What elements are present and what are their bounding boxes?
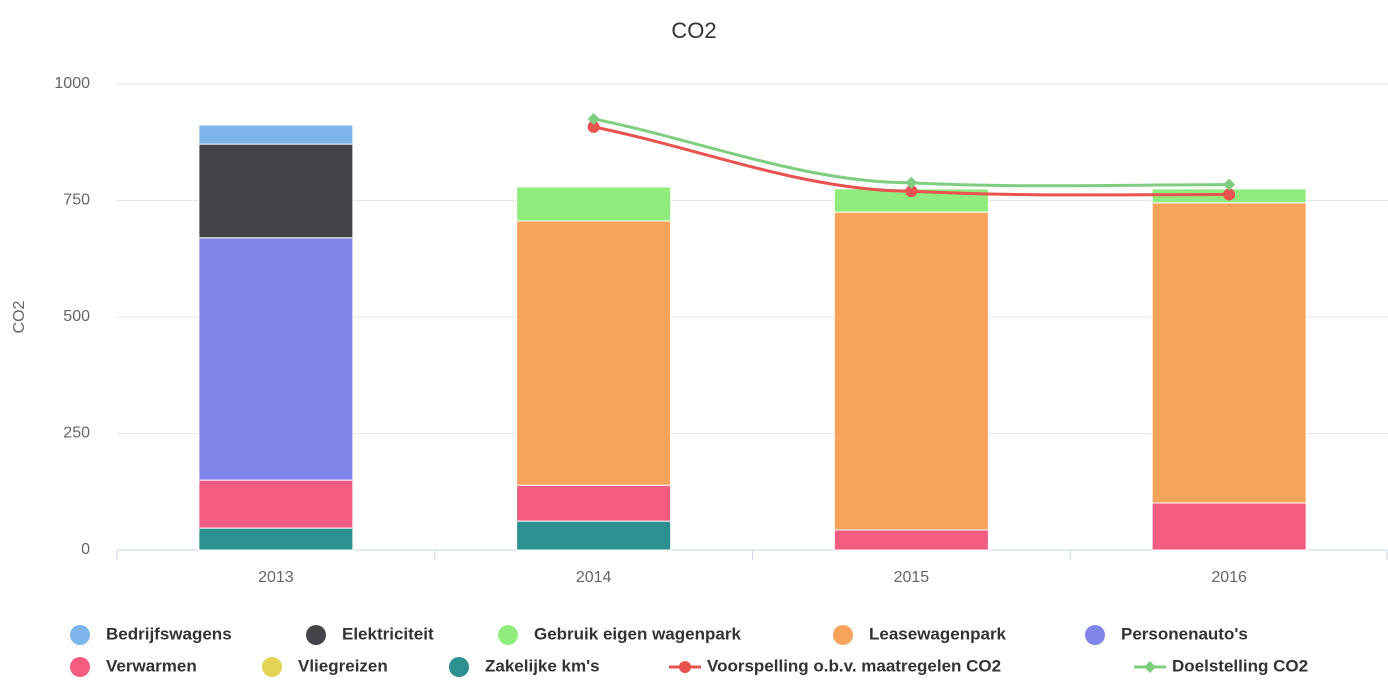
y-axis-label: CO2: [11, 300, 28, 333]
y-tick-label: 250: [63, 425, 90, 442]
line-marker: [1223, 178, 1236, 191]
legend-symbol: [1144, 661, 1156, 673]
legend-label: Bedrijfswagens: [106, 624, 232, 643]
line-marker: [587, 112, 600, 125]
legend-symbol: [70, 625, 90, 645]
bar-segment: [198, 143, 354, 239]
y-tick-label: 500: [63, 308, 90, 325]
legend-symbol: [679, 661, 691, 673]
bar-segment: [516, 186, 672, 222]
bar-segment: [198, 237, 354, 481]
legend-symbol: [306, 625, 326, 645]
legend-symbol: [1085, 625, 1105, 645]
legend-label: Elektriciteit: [342, 624, 434, 643]
legend-label: Gebruik eigen wagenpark: [534, 624, 741, 643]
legend-label: Voorspelling o.b.v. maatregelen CO2: [707, 656, 1001, 675]
legend-label: Leasewagenpark: [869, 624, 1007, 643]
bar-segment: [198, 124, 354, 145]
legend-label: Doelstelling CO2: [1172, 656, 1308, 675]
line-marker: [905, 185, 918, 198]
x-tick-label: 2015: [894, 569, 930, 586]
bar-segment: [198, 527, 354, 551]
x-tick-label: 2013: [258, 569, 294, 586]
legend-symbol: [449, 657, 469, 677]
line-marker: [1223, 188, 1236, 201]
bar-segment: [198, 479, 354, 529]
legend-label: Zakelijke km's: [485, 656, 600, 675]
y-tick-label: 1000: [54, 75, 90, 92]
y-tick-label: 750: [63, 192, 90, 209]
y-tick-label: 0: [81, 541, 90, 558]
bar-segment: [516, 220, 672, 486]
legend-symbol: [262, 657, 282, 677]
chart-title: CO2: [671, 18, 716, 43]
legend-label: Vliegreizen: [298, 656, 388, 675]
line-series: [593, 117, 1230, 188]
line-marker: [905, 176, 918, 189]
bar-segment: [516, 484, 672, 522]
bar-segment: [516, 520, 672, 551]
bar-segment: [833, 529, 989, 551]
bar-segment: [833, 211, 989, 531]
x-tick-label: 2014: [576, 569, 612, 586]
bar-segment: [1151, 202, 1307, 504]
x-tick-label: 2016: [1211, 569, 1247, 586]
legend-label: Verwarmen: [106, 656, 197, 675]
legend-symbol: [498, 625, 518, 645]
line-marker: [587, 120, 600, 133]
legend-label: Personenauto's: [1121, 624, 1248, 643]
legend-symbol: [833, 625, 853, 645]
bar-segment: [1151, 502, 1307, 551]
legend-symbol: [70, 657, 90, 677]
